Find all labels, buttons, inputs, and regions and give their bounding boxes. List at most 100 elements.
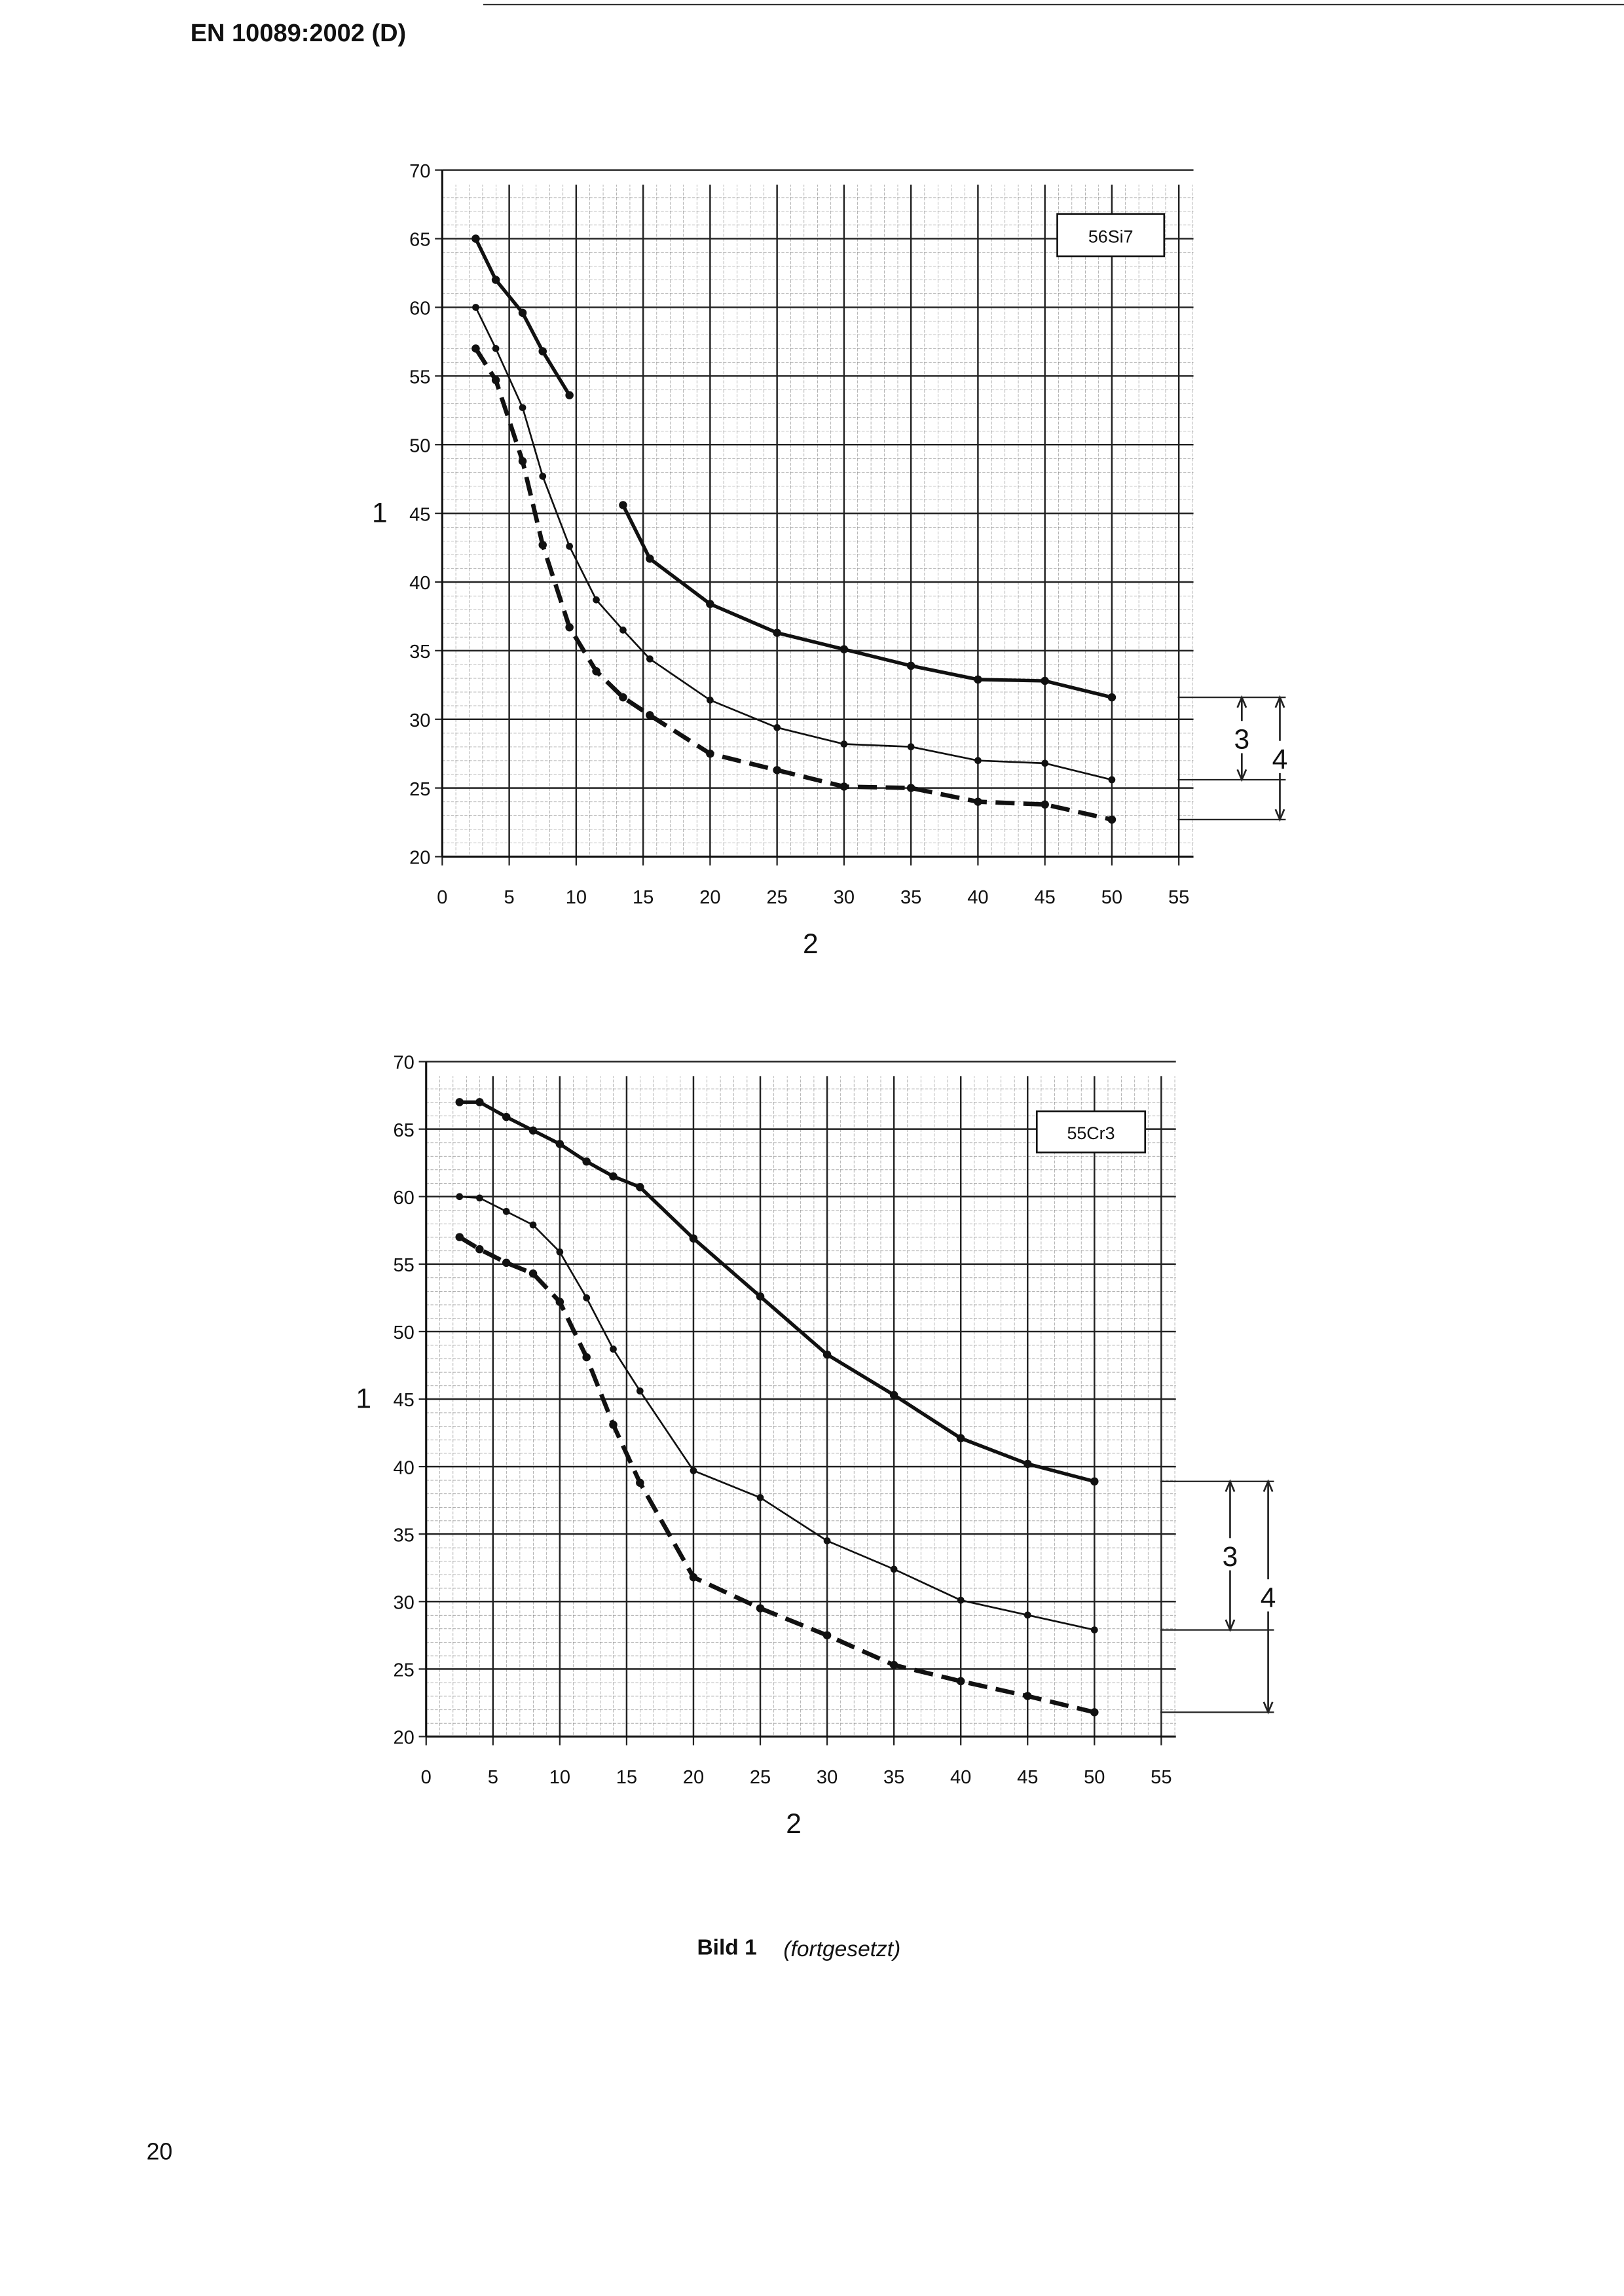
data-point — [1024, 1611, 1031, 1619]
data-point — [555, 1140, 564, 1148]
y-tick-label: 30 — [409, 710, 430, 731]
data-point — [609, 1172, 618, 1181]
data-point — [619, 501, 627, 509]
data-point — [619, 693, 627, 702]
data-point — [706, 600, 714, 608]
data-point — [822, 1350, 832, 1359]
data-point — [528, 1126, 538, 1135]
x-axis-label: 2 — [786, 1809, 802, 1840]
x-tick-label: 25 — [750, 1767, 771, 1788]
y-tick-label: 50 — [409, 435, 430, 456]
y-tick-label: 25 — [409, 779, 430, 800]
y-tick-label: 55 — [409, 367, 430, 388]
data-point — [455, 1098, 464, 1106]
minor-grid — [426, 1076, 1176, 1737]
x-tick-label: 0 — [437, 887, 447, 908]
y-tick-label: 65 — [409, 230, 430, 251]
data-point — [609, 1420, 618, 1429]
data-point — [636, 1478, 644, 1487]
data-point — [1023, 1692, 1032, 1700]
range-arrow-head — [1225, 1479, 1236, 1632]
annotation: 4 — [1272, 744, 1288, 775]
x-tick-label: 40 — [950, 1767, 971, 1788]
y-tick-label: 45 — [409, 504, 430, 525]
data-point — [592, 667, 600, 676]
data-point — [956, 1677, 965, 1686]
y-tick-label: 60 — [394, 1188, 415, 1209]
y-axis-label: 1 — [372, 498, 388, 529]
data-point — [502, 1208, 510, 1215]
range-arrow-head — [1274, 695, 1285, 822]
data-point — [974, 757, 982, 765]
data-point — [502, 1258, 511, 1267]
data-point — [538, 347, 547, 355]
x-tick-label: 5 — [488, 1767, 498, 1788]
data-point — [906, 784, 915, 792]
annotation-bg — [1268, 740, 1292, 773]
data-point — [566, 543, 574, 550]
data-point — [889, 1660, 898, 1669]
y-tick-label: 25 — [394, 1660, 415, 1681]
data-point — [690, 1467, 697, 1474]
data-point — [502, 1112, 511, 1121]
data-point — [707, 696, 714, 704]
data-point — [593, 596, 600, 604]
x-tick-label: 30 — [817, 1767, 838, 1788]
data-point — [1041, 800, 1049, 809]
data-point — [689, 1234, 698, 1243]
y-tick-label: 45 — [394, 1390, 415, 1411]
y-tick-label: 70 — [409, 161, 430, 182]
minor-grid — [442, 185, 1194, 857]
data-point — [491, 376, 500, 384]
data-point — [455, 1233, 464, 1241]
annotation-bg — [1256, 1579, 1280, 1612]
data-point — [756, 1494, 764, 1501]
x-tick-label: 55 — [1168, 887, 1189, 908]
grade-box — [1056, 213, 1166, 257]
x-tick-label: 50 — [1101, 887, 1122, 908]
x-tick-label: 10 — [566, 887, 587, 908]
y-tick-label: 20 — [409, 848, 430, 869]
data-point — [1041, 676, 1049, 685]
data-point — [957, 1596, 965, 1604]
x-tick-label: 55 — [1151, 1767, 1172, 1788]
data-point — [475, 1098, 484, 1106]
annotation-bg — [1218, 1538, 1242, 1571]
data-point — [539, 473, 547, 480]
x-tick-label: 10 — [549, 1767, 570, 1788]
data-point — [456, 1193, 464, 1201]
data-point — [1107, 693, 1116, 702]
data-point — [689, 1573, 698, 1582]
y-tick-label: 35 — [409, 642, 430, 663]
data-point — [636, 1183, 644, 1192]
data-point — [1090, 1626, 1098, 1633]
data-point — [646, 711, 654, 720]
x-tick-label: 20 — [683, 1767, 704, 1788]
caption-note: (fortgesetzt) — [783, 1937, 900, 1961]
data-point — [646, 655, 654, 663]
x-tick-label: 30 — [834, 887, 855, 908]
data-point — [840, 645, 849, 654]
data-point — [476, 1194, 483, 1202]
data-point — [956, 1434, 965, 1443]
data-point — [1108, 776, 1116, 784]
y-tick-label: 50 — [394, 1322, 415, 1343]
data-point — [1090, 1708, 1099, 1717]
data-point — [582, 1353, 591, 1362]
series-line — [473, 347, 1113, 822]
grade-label: 56Si7 — [1088, 227, 1134, 246]
data-point — [583, 1294, 591, 1302]
data-point — [822, 1631, 832, 1640]
data-point — [518, 457, 527, 465]
x-tick-label: 45 — [1035, 887, 1056, 908]
data-point — [773, 766, 781, 774]
data-point — [646, 555, 654, 563]
data-point — [556, 1248, 564, 1256]
data-point — [538, 541, 547, 549]
y-axis-label: 1 — [356, 1383, 371, 1414]
caption-label: Bild 1 — [697, 1936, 756, 1960]
data-point — [756, 1292, 765, 1301]
x-tick-label: 20 — [699, 887, 720, 908]
